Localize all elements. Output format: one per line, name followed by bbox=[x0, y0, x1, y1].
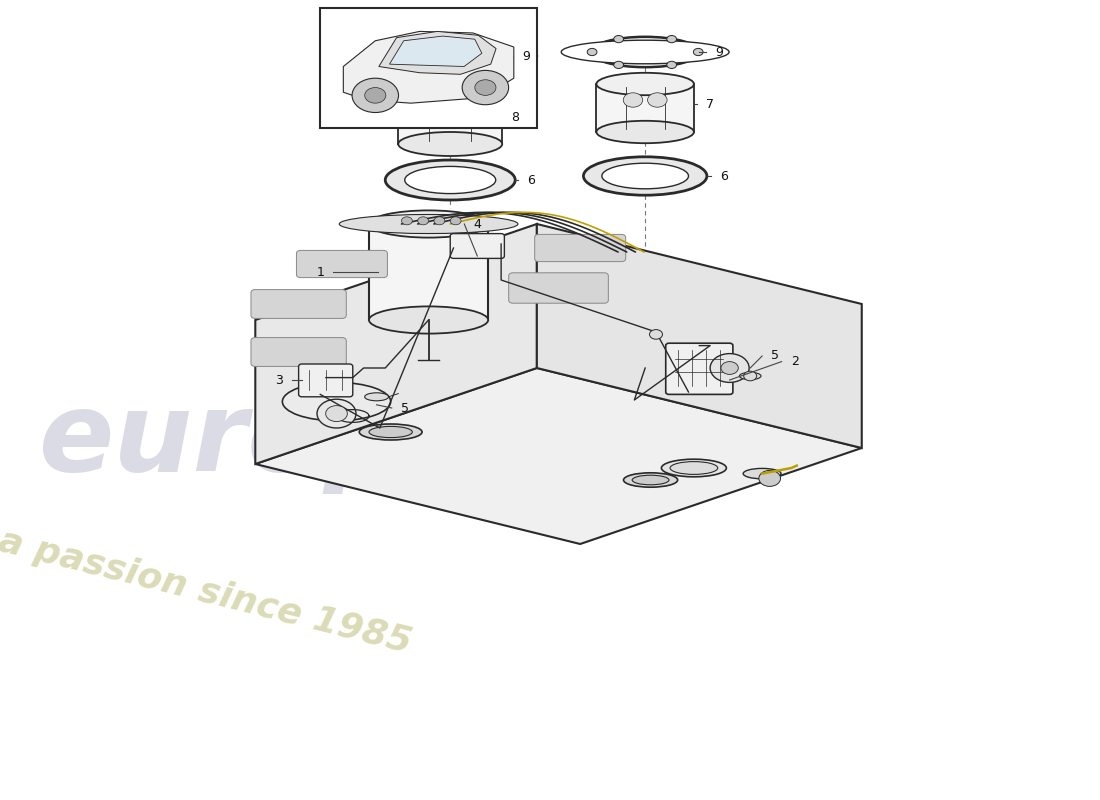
Circle shape bbox=[587, 48, 597, 56]
Ellipse shape bbox=[385, 160, 515, 200]
Circle shape bbox=[402, 217, 412, 225]
Circle shape bbox=[648, 93, 667, 107]
Circle shape bbox=[453, 106, 474, 122]
Bar bbox=[320, 8, 537, 128]
Ellipse shape bbox=[394, 40, 506, 72]
Ellipse shape bbox=[739, 372, 761, 380]
Circle shape bbox=[624, 93, 642, 107]
Circle shape bbox=[649, 330, 662, 339]
Text: 3: 3 bbox=[275, 374, 283, 386]
Ellipse shape bbox=[360, 424, 422, 440]
Bar bbox=[368, 224, 488, 320]
Circle shape bbox=[326, 406, 348, 422]
Circle shape bbox=[711, 354, 749, 382]
Ellipse shape bbox=[661, 459, 726, 477]
Text: 9: 9 bbox=[715, 46, 723, 58]
Text: 2: 2 bbox=[791, 355, 799, 368]
Ellipse shape bbox=[398, 88, 503, 112]
Circle shape bbox=[317, 399, 356, 428]
Circle shape bbox=[475, 80, 496, 95]
Polygon shape bbox=[537, 224, 861, 448]
FancyBboxPatch shape bbox=[535, 234, 626, 262]
Bar bbox=[398, 100, 503, 144]
Ellipse shape bbox=[670, 462, 717, 474]
Circle shape bbox=[462, 70, 508, 105]
Circle shape bbox=[450, 217, 461, 225]
Polygon shape bbox=[378, 31, 496, 74]
Text: 5: 5 bbox=[771, 350, 779, 362]
Ellipse shape bbox=[398, 132, 503, 156]
Circle shape bbox=[418, 66, 428, 74]
Polygon shape bbox=[389, 36, 482, 66]
FancyBboxPatch shape bbox=[298, 364, 353, 397]
Circle shape bbox=[418, 217, 429, 225]
Circle shape bbox=[427, 106, 448, 122]
Circle shape bbox=[473, 66, 483, 74]
FancyBboxPatch shape bbox=[251, 290, 346, 318]
Text: 8: 8 bbox=[512, 111, 519, 124]
Circle shape bbox=[418, 38, 428, 46]
Ellipse shape bbox=[602, 163, 689, 189]
Ellipse shape bbox=[561, 40, 729, 64]
Circle shape bbox=[667, 35, 676, 42]
Ellipse shape bbox=[596, 121, 694, 143]
Ellipse shape bbox=[405, 166, 496, 194]
Ellipse shape bbox=[624, 473, 678, 487]
Ellipse shape bbox=[368, 426, 412, 438]
Ellipse shape bbox=[596, 73, 694, 95]
Circle shape bbox=[390, 52, 400, 60]
Text: 5: 5 bbox=[400, 402, 409, 414]
Text: 1: 1 bbox=[317, 266, 324, 278]
FancyBboxPatch shape bbox=[666, 343, 733, 394]
Ellipse shape bbox=[368, 306, 488, 334]
Circle shape bbox=[744, 371, 757, 381]
Text: 4: 4 bbox=[473, 218, 481, 230]
Ellipse shape bbox=[363, 43, 538, 69]
Circle shape bbox=[759, 470, 781, 486]
Text: 6: 6 bbox=[528, 174, 536, 186]
Ellipse shape bbox=[368, 210, 488, 238]
Text: europaeres: europaeres bbox=[39, 386, 750, 494]
Circle shape bbox=[365, 87, 386, 103]
Ellipse shape bbox=[591, 37, 700, 67]
Circle shape bbox=[352, 78, 398, 113]
Polygon shape bbox=[255, 368, 861, 544]
Ellipse shape bbox=[339, 214, 518, 234]
Text: 7: 7 bbox=[706, 98, 714, 110]
Ellipse shape bbox=[744, 469, 781, 478]
Ellipse shape bbox=[365, 393, 388, 401]
Ellipse shape bbox=[583, 157, 707, 195]
Circle shape bbox=[434, 217, 444, 225]
Circle shape bbox=[693, 48, 703, 56]
Circle shape bbox=[667, 62, 676, 69]
FancyBboxPatch shape bbox=[450, 234, 505, 258]
Polygon shape bbox=[343, 31, 514, 103]
Circle shape bbox=[614, 35, 624, 42]
Circle shape bbox=[500, 52, 510, 60]
Polygon shape bbox=[255, 224, 537, 464]
FancyBboxPatch shape bbox=[508, 273, 608, 303]
Text: 9: 9 bbox=[522, 50, 530, 62]
Bar bbox=[596, 84, 694, 132]
FancyBboxPatch shape bbox=[251, 338, 346, 366]
Circle shape bbox=[720, 362, 738, 374]
Ellipse shape bbox=[283, 382, 390, 421]
Ellipse shape bbox=[632, 475, 669, 485]
Circle shape bbox=[614, 62, 624, 69]
FancyBboxPatch shape bbox=[297, 250, 387, 278]
Circle shape bbox=[473, 38, 483, 46]
Text: a passion since 1985: a passion since 1985 bbox=[0, 524, 416, 660]
Text: 6: 6 bbox=[720, 170, 728, 182]
